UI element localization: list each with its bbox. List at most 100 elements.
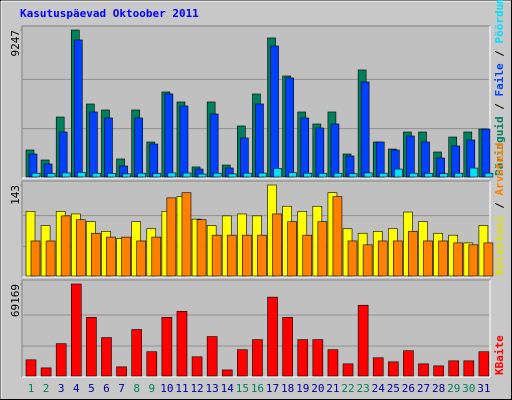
bar	[357, 304, 369, 377]
x-tick-label: 24	[372, 382, 386, 395]
bar	[134, 117, 143, 178]
bar	[60, 215, 71, 277]
bar	[61, 172, 71, 178]
x-tick-label: 17	[266, 382, 279, 395]
bar	[272, 213, 282, 277]
bar	[146, 351, 158, 377]
bar	[372, 357, 384, 377]
x-tick-label: 31	[477, 382, 490, 395]
bar	[406, 135, 415, 178]
bar	[179, 105, 189, 178]
separator: /	[493, 44, 506, 64]
bar	[76, 172, 86, 178]
x-tick-label: 25	[387, 382, 400, 395]
bar	[116, 366, 127, 377]
bar	[297, 339, 309, 377]
x-tick-label: 3	[58, 382, 65, 395]
separator: /	[493, 97, 506, 117]
x-tick-label: 21	[326, 382, 339, 395]
bar	[252, 339, 263, 377]
x-tick-label: 13	[206, 382, 219, 395]
bar	[287, 221, 297, 277]
bar	[92, 172, 101, 178]
bar	[75, 219, 86, 277]
bar	[270, 45, 279, 178]
x-tick-label: 11	[175, 382, 188, 395]
bar	[317, 221, 328, 277]
bar	[107, 173, 116, 178]
x-tick-label: 8	[133, 382, 140, 395]
x-tick-label: 14	[221, 382, 235, 395]
bar	[149, 143, 159, 178]
bar	[327, 349, 339, 377]
y-tick-label: 143	[9, 185, 22, 205]
bar	[333, 172, 343, 178]
x-tick-label: 16	[251, 382, 264, 395]
bar	[89, 111, 98, 178]
bar	[209, 113, 219, 178]
bar	[360, 81, 370, 178]
bar	[433, 365, 444, 377]
bar	[403, 350, 414, 377]
bar	[303, 172, 313, 178]
x-tick-label: 27	[417, 382, 430, 395]
legend-entry: Arvuteid	[493, 143, 506, 196]
bar	[418, 363, 429, 377]
bar	[363, 172, 373, 178]
bar	[255, 103, 264, 178]
legend: Päringuid / Faile / Pöördumisi	[493, 0, 506, 176]
bar	[31, 172, 41, 178]
bar	[221, 369, 233, 377]
bar	[197, 173, 207, 178]
bar	[227, 173, 237, 178]
bar	[122, 173, 131, 178]
bar	[348, 173, 358, 178]
bar	[393, 240, 403, 277]
x-tick-label: 30	[462, 382, 475, 395]
bar	[182, 172, 192, 178]
bar	[421, 141, 430, 178]
bar	[312, 339, 324, 377]
bar	[302, 234, 313, 277]
bar	[409, 172, 418, 178]
y-tick-label: 69169	[9, 284, 22, 317]
bar	[86, 317, 97, 377]
bar	[375, 141, 385, 178]
bar	[481, 128, 491, 178]
bar	[273, 168, 282, 178]
bar	[55, 343, 67, 377]
legend-entry: Pöördumisi	[493, 0, 506, 44]
bar	[257, 234, 267, 277]
bar	[438, 240, 448, 277]
bar	[469, 167, 479, 178]
bar	[212, 172, 222, 178]
bar	[362, 244, 373, 277]
bar	[73, 39, 83, 178]
bar	[478, 351, 490, 377]
bar	[151, 236, 162, 277]
bar	[181, 192, 192, 277]
legend-entry: Külastusi	[493, 215, 506, 275]
bar	[332, 196, 343, 277]
bar	[378, 172, 388, 178]
bar	[161, 317, 173, 377]
bar	[483, 242, 494, 277]
bar	[25, 359, 37, 377]
x-tick-label: 18	[281, 382, 294, 395]
bar	[318, 173, 328, 178]
bar	[267, 296, 278, 377]
bar	[137, 172, 146, 178]
bar	[58, 131, 68, 178]
bar	[258, 172, 267, 178]
x-tick-label: 15	[236, 382, 249, 395]
y-tick-label: 9247	[9, 30, 22, 57]
bar	[342, 363, 354, 377]
x-tick-label: 1	[28, 382, 35, 395]
bar	[226, 234, 237, 277]
legend: Külastusi / Arvuteid	[493, 143, 506, 275]
bar	[30, 240, 41, 277]
bar	[484, 172, 494, 178]
x-tick-label: 28	[432, 382, 445, 395]
bar	[439, 173, 448, 178]
